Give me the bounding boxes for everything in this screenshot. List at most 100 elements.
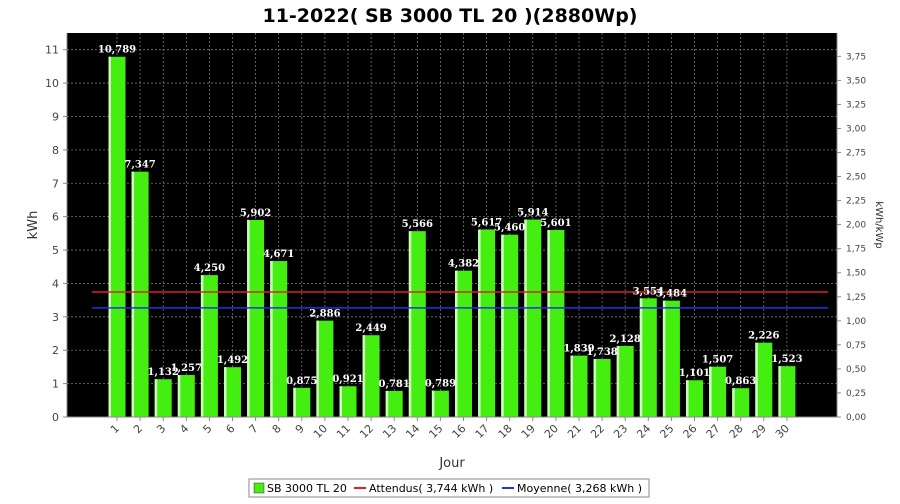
x-tick-label: 7 — [247, 422, 261, 436]
bar-highlight — [177, 375, 181, 417]
bar — [709, 366, 727, 417]
y-axis-left-label: kWh — [26, 211, 41, 240]
reference-lines — [92, 291, 828, 309]
x-axis-ticks: 1 2 3 4 5 6 7 8 9 10 11 12 13 14 15 16 17 18 19 20 21 22 23 24 2… — [108, 417, 792, 441]
y-right-tick-label: 2,00 — [846, 221, 866, 231]
bar — [385, 390, 403, 417]
y-axis-right-label: kWh/kWp — [873, 201, 884, 248]
bar-day-17 — [478, 229, 496, 417]
bar-value-label: 5,617 — [471, 217, 502, 228]
x-tick-label: 19 — [519, 422, 538, 441]
bar-value-label: 1,839 — [563, 344, 594, 355]
bar-day-3 — [154, 379, 172, 417]
bar-day-4 — [177, 375, 195, 417]
x-tick-label: 14 — [403, 422, 422, 441]
y-axis-right-ticks: 0,00 0,25 0,50 0,75 1,00 1,25 1,50 1,75 2,00 2,25… — [837, 52, 866, 423]
y-right-tick-label: 2,50 — [846, 173, 866, 183]
bar-day-28 — [732, 388, 750, 417]
bar — [431, 390, 449, 417]
x-tick-label: 2 — [131, 422, 145, 436]
y-right-tick-label: 3,75 — [846, 52, 866, 62]
y-right-tick-label: 2,75 — [846, 149, 866, 159]
bar-value-label: 0,863 — [725, 376, 756, 387]
y-right-tick-label: 1,50 — [846, 269, 866, 279]
bar — [131, 171, 149, 417]
bar — [524, 219, 542, 417]
bar — [247, 219, 265, 417]
bar — [270, 261, 288, 417]
x-axis-label: Jour — [438, 456, 465, 471]
bar-value-label: 5,914 — [517, 208, 548, 219]
y-tick-label: 0 — [52, 411, 59, 424]
bar-day-11 — [339, 386, 357, 417]
bar-day-25 — [662, 300, 680, 417]
bar-value-label: 1,257 — [171, 363, 202, 374]
bar-value-label: 0,875 — [286, 376, 317, 387]
bar-value-label: 3,484 — [656, 289, 687, 300]
bar-highlight — [270, 261, 273, 417]
bar — [154, 379, 172, 417]
x-tick-label: 4 — [177, 422, 191, 436]
bar — [616, 345, 634, 417]
bar-highlight — [154, 379, 158, 417]
y-tick-label: 11 — [45, 44, 59, 57]
bar-day-7 — [247, 219, 265, 417]
bar-day-19 — [524, 219, 542, 417]
y-right-tick-label: 0,50 — [846, 365, 866, 375]
bar-value-label: 1,738 — [586, 347, 617, 358]
bar-highlight — [247, 219, 250, 417]
bar-value-label: 4,671 — [263, 249, 294, 260]
bar-day-24 — [639, 298, 657, 417]
bar-value-label: 2,226 — [748, 331, 779, 342]
bar-value-label: 4,382 — [448, 259, 479, 270]
bar-highlight — [385, 390, 389, 417]
bar-value-label: 2,449 — [355, 323, 386, 334]
y-tick-label: 1 — [52, 378, 59, 391]
legend-box — [248, 478, 650, 498]
bar-day-21 — [570, 355, 588, 417]
bar-highlight — [339, 386, 342, 417]
bar — [547, 229, 565, 417]
bar-value-label: 0,921 — [332, 374, 363, 385]
bar-highlight — [778, 366, 781, 417]
bar — [224, 367, 241, 417]
x-tick-label: 17 — [473, 422, 492, 441]
x-tick-label: 18 — [496, 422, 515, 441]
y-tick-label: 8 — [52, 144, 59, 157]
bar-highlight — [362, 335, 366, 417]
bar — [778, 366, 796, 417]
bar — [478, 229, 496, 417]
bar — [662, 300, 680, 417]
bar-value-label: 0,781 — [379, 379, 410, 390]
bar-highlight — [224, 367, 227, 417]
bar-day-9 — [293, 387, 311, 417]
bar-value-label: 1,492 — [217, 355, 248, 366]
bar-highlight — [200, 275, 204, 417]
y-tick-label: 4 — [52, 277, 59, 290]
y-tick-label: 9 — [52, 110, 59, 123]
x-tick-label: 26 — [681, 422, 700, 441]
plot-area — [67, 33, 837, 417]
x-tick-label: 22 — [588, 422, 607, 441]
bar-value-label: 1,101 — [679, 368, 710, 379]
bar — [501, 234, 519, 417]
x-tick-label: 24 — [634, 422, 653, 441]
bar-highlight — [662, 300, 666, 417]
bar-day-26 — [686, 380, 703, 417]
bar-day-23 — [616, 345, 634, 417]
y-right-tick-label: 3,25 — [846, 100, 866, 110]
x-tick-label: 15 — [426, 422, 445, 441]
bar-day-1 — [108, 56, 126, 418]
bar-day-10 — [316, 320, 334, 417]
x-tick-label: 29 — [750, 422, 769, 441]
y-tick-label: 5 — [52, 244, 59, 257]
y-right-tick-label: 3,50 — [846, 76, 866, 86]
bar-value-label: 2,128 — [610, 334, 641, 345]
bar-day-20 — [547, 229, 565, 417]
bar — [200, 275, 218, 417]
bar — [108, 56, 126, 418]
bar-highlight — [431, 390, 435, 417]
bar-value-label: 5,902 — [240, 208, 271, 219]
